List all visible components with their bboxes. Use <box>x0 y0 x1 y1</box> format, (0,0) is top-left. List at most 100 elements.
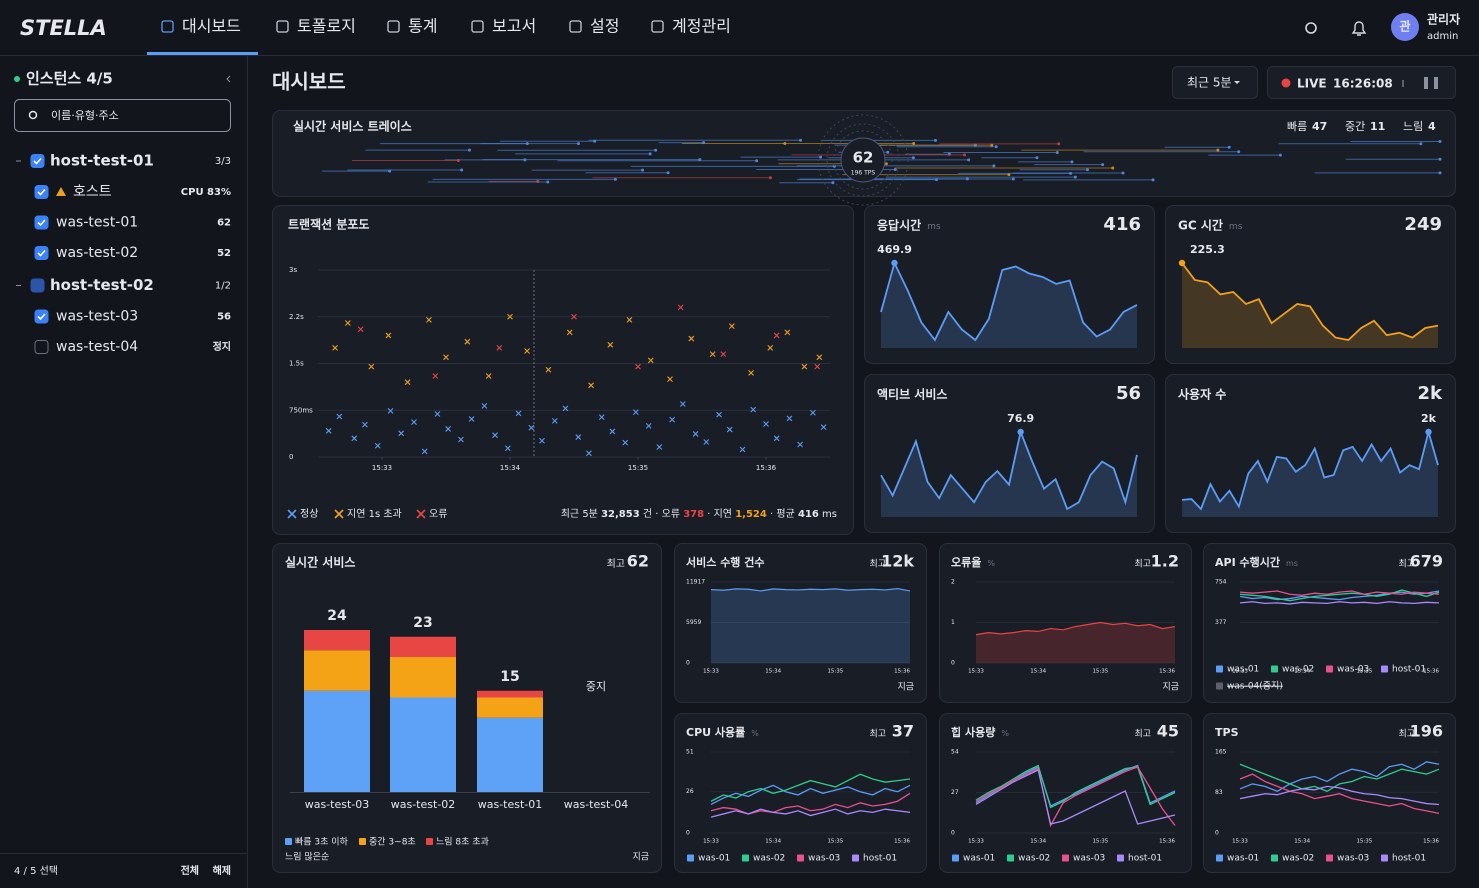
legend-label[interactable]: was-01 <box>1227 854 1259 864</box>
summary-part: 1,524 <box>735 509 767 520</box>
nav-item[interactable]: 설정 <box>590 17 619 36</box>
scatter-point <box>432 373 439 379</box>
legend-label[interactable]: host-01 <box>1392 665 1426 675</box>
trace-center-value: 62 <box>853 149 874 167</box>
pause-button[interactable] <box>1424 77 1428 89</box>
scatter-point <box>609 428 616 435</box>
legend-label[interactable]: was-03 <box>1337 854 1369 864</box>
avatar[interactable] <box>1391 13 1419 41</box>
collapse-sidebar[interactable] <box>226 75 231 83</box>
trace-head <box>755 159 759 163</box>
y-tick-label: 0 <box>951 660 955 667</box>
nav-item[interactable]: 보고서 <box>492 17 536 36</box>
instance-value: 52 <box>217 248 231 259</box>
legend-label[interactable]: was-03 <box>808 854 840 864</box>
legend-label[interactable]: was-02 <box>1282 854 1314 864</box>
scatter-point <box>703 439 710 445</box>
legend-label[interactable]: was-02 <box>1282 665 1314 675</box>
peak-label: 225.3 <box>1190 243 1225 256</box>
max-label: 최고 <box>1398 729 1415 740</box>
instance-name[interactable]: was-test-03 <box>56 309 138 325</box>
chart-title: CPU 사용률% <box>686 725 759 739</box>
legend-swatch <box>1062 854 1069 862</box>
trace-head <box>1085 168 1089 172</box>
trace-head <box>641 168 645 172</box>
x-tick-label: 15:36 <box>1423 839 1439 845</box>
checkbox[interactable] <box>34 185 49 199</box>
range-select[interactable] <box>1172 66 1258 99</box>
metric-card <box>1165 374 1456 533</box>
legend-label[interactable]: host-01 <box>1128 854 1162 864</box>
scatter-point <box>539 437 545 444</box>
legend-label[interactable]: was-03 <box>1337 665 1369 675</box>
max-label: 최고 <box>1398 559 1415 570</box>
live-dot <box>1281 78 1291 88</box>
x-tick-label: 15:33 <box>703 839 719 845</box>
checkbox[interactable] <box>34 340 49 354</box>
instance-name[interactable]: was-test-02 <box>56 245 138 261</box>
checkbox[interactable] <box>34 246 49 260</box>
instance-name[interactable]: was-test-01 <box>56 215 138 231</box>
nav-icon <box>569 20 582 33</box>
trace-title: 실시간 서비스 트레이스 <box>293 119 412 134</box>
checkbox[interactable] <box>34 215 49 230</box>
scatter-point <box>528 424 535 431</box>
legend-label[interactable]: host-01 <box>863 854 897 864</box>
scatter-point <box>551 417 558 424</box>
nav-item[interactable]: 토폴로지 <box>297 17 356 36</box>
checkbox[interactable] <box>30 278 45 293</box>
scatter-point <box>773 435 780 442</box>
sparkline <box>1181 428 1439 511</box>
legend-label[interactable]: was-04(중지) <box>1227 681 1283 692</box>
instance-name[interactable]: 호스트 <box>73 184 112 200</box>
instance-name[interactable]: was-test-04 <box>56 339 138 355</box>
select-all[interactable]: 전체 <box>181 864 199 877</box>
deselect-all[interactable]: 해제 <box>213 864 231 877</box>
scatter-point <box>801 363 808 370</box>
legend-label[interactable]: was-01 <box>698 854 730 864</box>
peak-dot <box>1178 259 1186 267</box>
trace-head <box>994 145 998 149</box>
max-label: 최고 <box>1134 729 1151 740</box>
legend-label[interactable]: was-03 <box>1073 854 1105 864</box>
legend-label[interactable]: host-01 <box>1392 854 1426 864</box>
now-label: 지금 <box>632 852 649 863</box>
legend-label[interactable]: was-01 <box>1227 665 1259 675</box>
trace-head <box>967 158 971 162</box>
group-name[interactable]: host-test-02 <box>50 276 154 294</box>
peak-dot <box>1017 428 1024 436</box>
bar-segment <box>477 697 543 718</box>
legend-swatch <box>952 854 959 862</box>
nav-item[interactable]: 계정관리 <box>672 17 731 36</box>
notifications[interactable] <box>1351 21 1367 36</box>
group-name[interactable]: host-test-01 <box>50 152 154 170</box>
y-tick-label: 54 <box>951 749 959 756</box>
chart-unit: % <box>1001 729 1009 738</box>
bar-total: 24 <box>327 608 347 624</box>
trace-head <box>1227 145 1231 149</box>
range-caret <box>1234 81 1240 84</box>
peak-dot <box>1425 428 1432 436</box>
series-line <box>1239 601 1440 605</box>
trace-head <box>990 143 994 147</box>
peak-label: 2k <box>1421 412 1437 425</box>
checkbox[interactable] <box>30 154 45 168</box>
legend-label[interactable]: was-02 <box>1018 854 1050 864</box>
scatter-point <box>669 416 676 423</box>
trace-head <box>1101 163 1105 167</box>
scatter-point <box>820 424 827 430</box>
scatter-summary: 최근 5분 32,853 건 · 오류 378 · 지연 1,524 · 평균 … <box>561 508 837 520</box>
theme-toggle[interactable] <box>1305 22 1317 34</box>
nav-item[interactable]: 통계 <box>408 17 437 36</box>
selection-count: 4 / 5 선택 <box>14 865 58 877</box>
search-box[interactable] <box>14 99 231 132</box>
series-line <box>1239 761 1440 792</box>
legend-label[interactable]: was-01 <box>963 854 995 864</box>
summary-part: · 평균 <box>770 508 795 520</box>
nav-item[interactable]: 대시보드 <box>182 17 241 36</box>
checkbox[interactable] <box>34 309 49 324</box>
scatter-point <box>656 444 663 450</box>
legend-label[interactable]: was-02 <box>753 854 785 864</box>
x-tick-label: 15:36 <box>1159 669 1175 675</box>
max-label: 최고 <box>607 558 625 570</box>
